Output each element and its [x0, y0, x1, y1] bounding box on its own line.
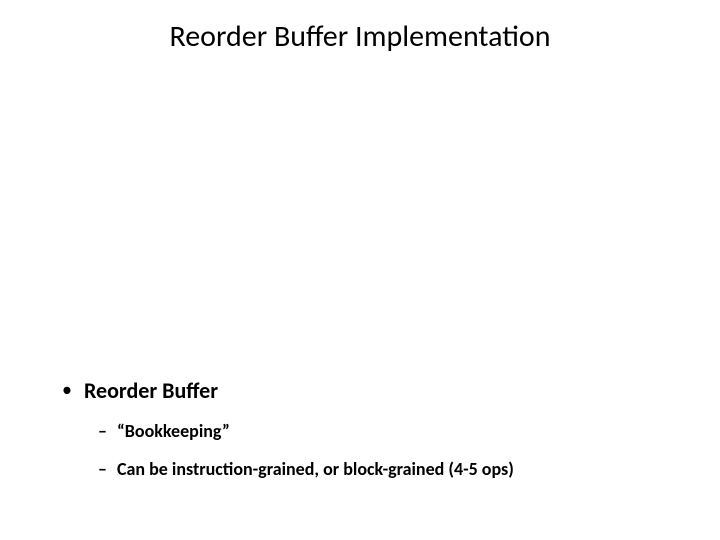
bullet-text: Reorder Buffer [84, 378, 218, 404]
bullet-level2: – “Bookkeeping” [98, 420, 662, 442]
slide-title: Reorder Buffer Implementation [0, 18, 720, 55]
bullet-text: Can be instruction-grained, or block-gra… [117, 458, 514, 480]
bullet-text: “Bookkeeping” [117, 420, 230, 442]
bullet-marker: – [98, 458, 107, 480]
slide: Reorder Buffer Implementation • Reorder … [0, 0, 720, 540]
bullet-level1: • Reorder Buffer [62, 378, 662, 404]
bullet-marker: – [98, 420, 107, 442]
bullet-marker: • [62, 378, 72, 402]
bullet-level2: – Can be instruction-grained, or block-g… [98, 458, 662, 480]
slide-body: • Reorder Buffer – “Bookkeeping” – Can b… [62, 378, 662, 496]
